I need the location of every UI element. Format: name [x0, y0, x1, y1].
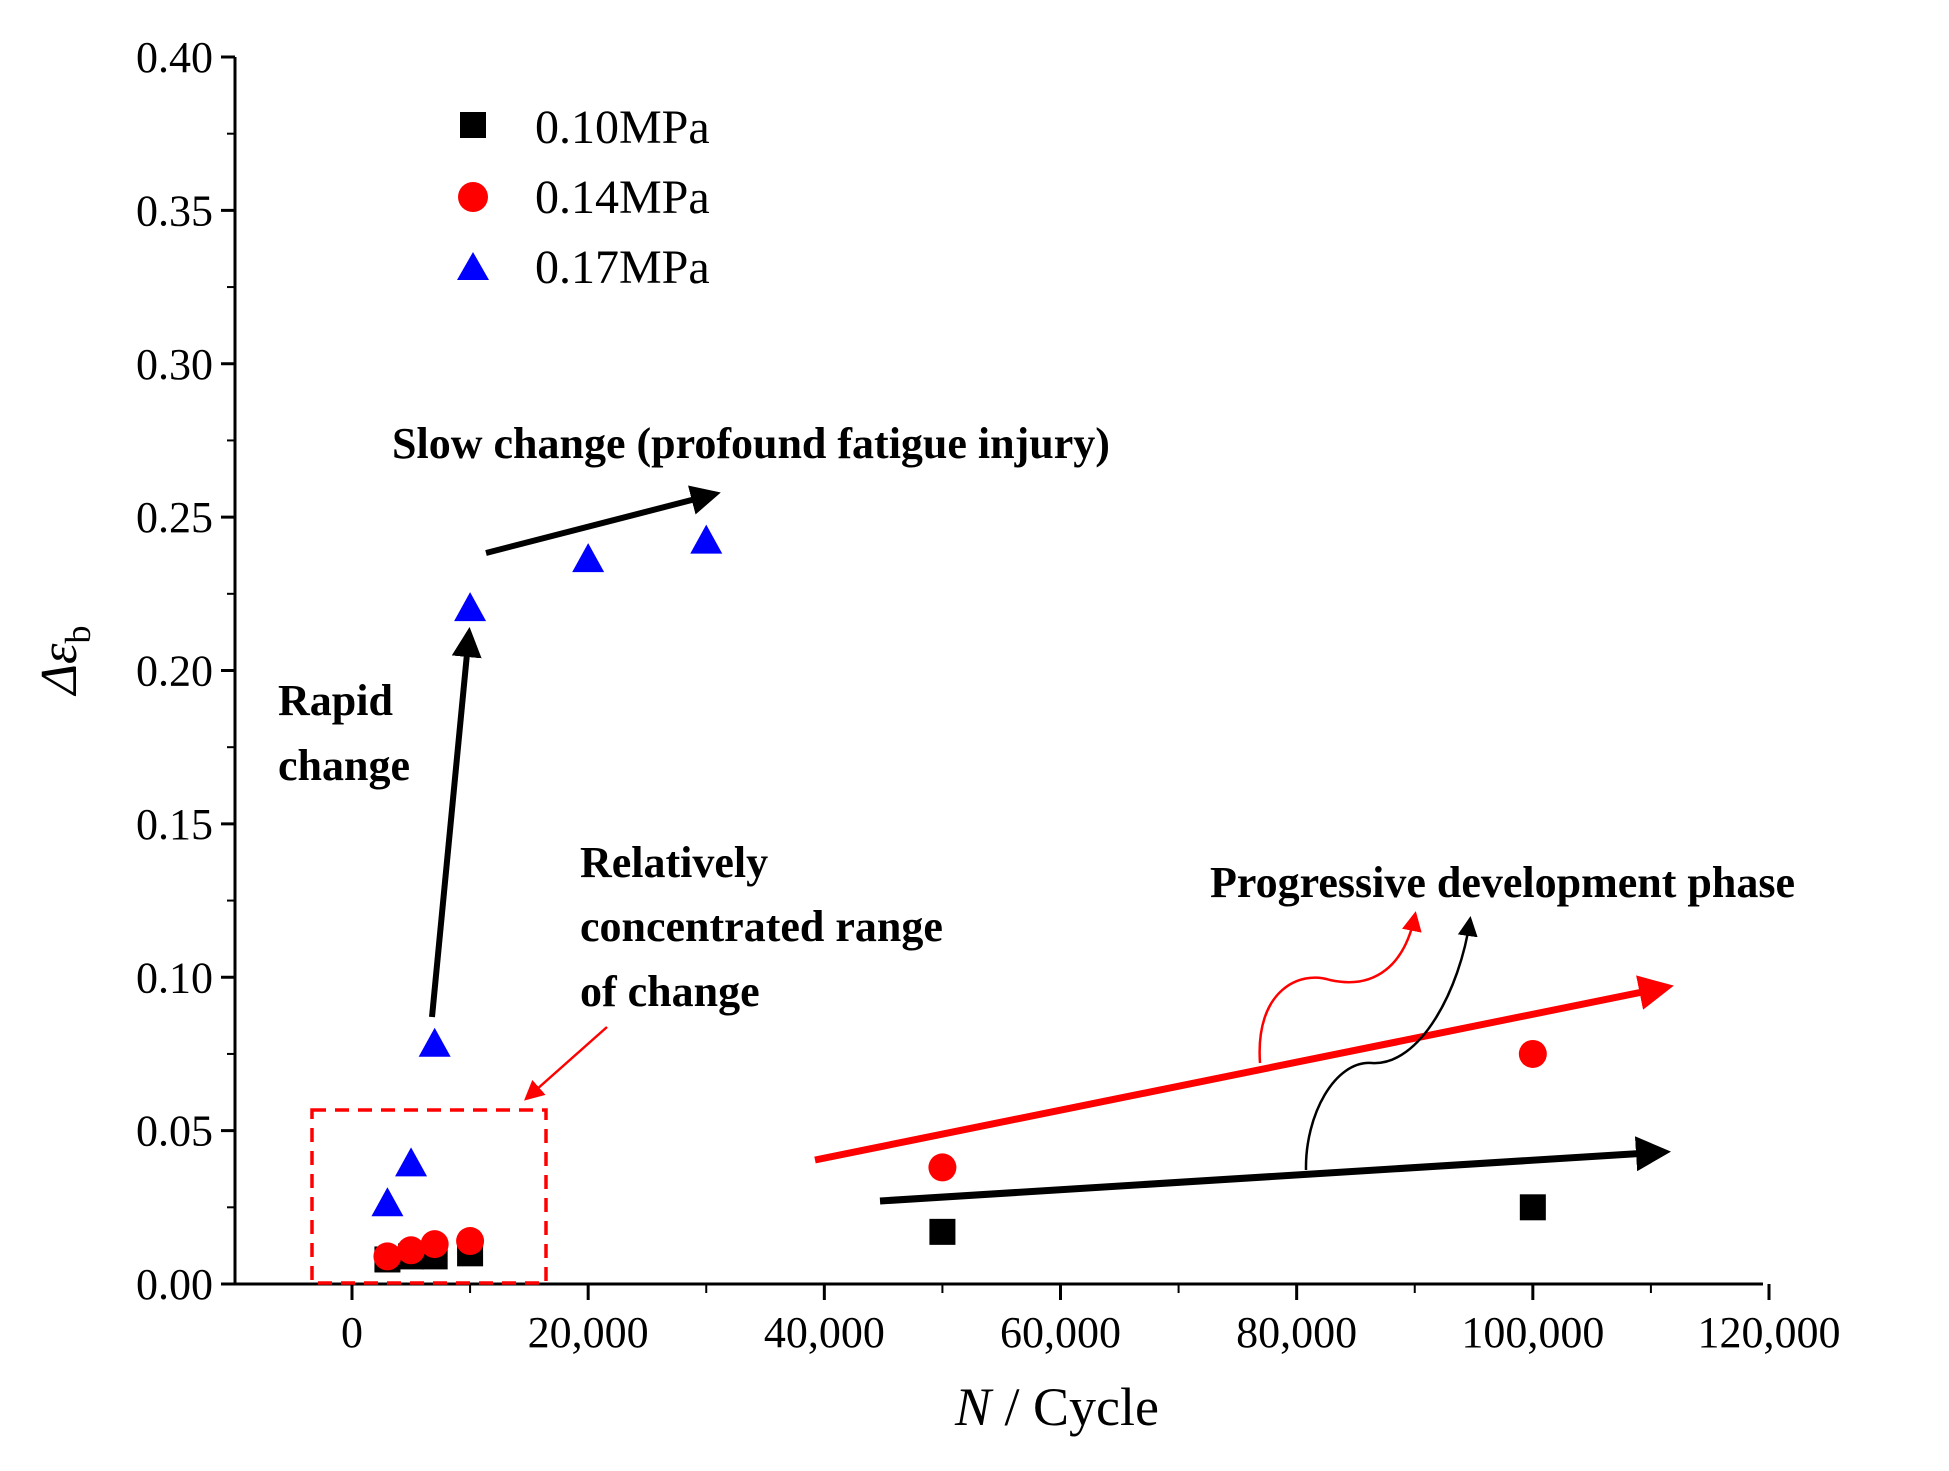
x-ticks: 0 20,000 40,000 60,000 80,000 100,000 120,000: [341, 1284, 1841, 1357]
data-point-0-14mpa-3: [456, 1227, 485, 1256]
progressive-phase-label: Progressive development phase: [1210, 858, 1795, 907]
data-point-0-14mpa-5: [1518, 1039, 1547, 1068]
y-axis-title-main: Δε: [31, 643, 88, 697]
y-tick-label: 0.40: [136, 33, 213, 82]
slow-change-arrow: [485, 485, 721, 556]
legend-marker-0-14mpa: [458, 182, 488, 212]
data-point-0-14mpa-0: [373, 1242, 402, 1271]
x-tick-label: 120,000: [1698, 1308, 1841, 1357]
y-axis-title-sub: b: [58, 625, 98, 643]
y-tick-label: 0.05: [136, 1107, 213, 1156]
data-point-0-17mpa-0: [371, 1187, 404, 1217]
data-point-0-14mpa-4: [928, 1153, 957, 1182]
y-tick-label: 0.15: [136, 800, 213, 849]
legend-marker-0-17mpa: [457, 252, 489, 280]
rapid-change-label-line1: Rapid: [278, 676, 393, 725]
black-curved-pointer: [1304, 916, 1478, 1171]
y-tick-label: 0.20: [136, 647, 213, 696]
rapid-change-arrow: [429, 627, 482, 1018]
data-points: [371, 524, 1547, 1273]
data-point-0-17mpa-3: [454, 592, 487, 622]
black-trend-arrow: [879, 1136, 1671, 1205]
legend-marker-0-10mpa: [460, 112, 486, 138]
x-tick-label: 20,000: [528, 1308, 649, 1357]
red-trend-arrow: [814, 975, 1674, 1164]
y-ticks: 0.00 0.05 0.10 0.15 0.20 0.25 0.30 0.35 0.40: [136, 33, 235, 1309]
y-tick-label: 0.35: [136, 186, 213, 235]
data-point-0-17mpa-4: [572, 543, 605, 573]
annotation-texts: Slow change (profound fatigue injury) Ra…: [278, 419, 1795, 1016]
rapid-change-label-line2: change: [278, 741, 410, 790]
svg-text:Δεb: Δεb: [31, 625, 98, 696]
legend-label-0-17mpa: 0.17MPa: [535, 241, 710, 294]
concentrated-range-box: [310, 1108, 548, 1285]
y-tick-label: 0.30: [136, 340, 213, 389]
y-tick-label: 0.10: [136, 953, 213, 1002]
legend-label-0-10mpa: 0.10MPa: [535, 101, 710, 154]
x-tick-label: 40,000: [764, 1308, 885, 1357]
concentrated-range-label-line1: Relatively: [580, 838, 768, 887]
x-tick-label: 100,000: [1461, 1308, 1604, 1357]
concentrated-range-label-line2: concentrated range: [580, 902, 943, 951]
slow-change-label: Slow change (profound fatigue injury): [392, 419, 1110, 468]
y-tick-label: 0.25: [136, 493, 213, 542]
concentrated-range-pointer: [524, 1026, 608, 1101]
data-point-0-14mpa-2: [420, 1230, 449, 1259]
x-axis-title-rest: / Cycle: [991, 1377, 1159, 1437]
x-tick-label: 60,000: [1000, 1308, 1121, 1357]
data-point-0-17mpa-1: [395, 1147, 428, 1177]
data-point-0-10mpa-5: [1519, 1194, 1546, 1221]
data-point-0-17mpa-2: [418, 1027, 451, 1057]
data-point-0-14mpa-1: [397, 1236, 426, 1265]
concentrated-range-label-line3: of change: [580, 967, 760, 1016]
legend-label-0-14mpa: 0.14MPa: [535, 171, 710, 224]
red-curved-pointer: [1258, 911, 1422, 1064]
legend: 0.10MPa 0.14MPa 0.17MPa: [457, 101, 710, 294]
x-tick-label: 0: [341, 1308, 363, 1357]
y-tick-label: 0.00: [136, 1260, 213, 1309]
y-axis-title: Δεb: [31, 625, 98, 696]
data-point-0-17mpa-5: [690, 524, 723, 554]
x-tick-label: 80,000: [1236, 1308, 1357, 1357]
annotation-arrows: [310, 485, 1674, 1285]
x-axis-title-italic: N: [954, 1377, 994, 1437]
x-axis-title: N / Cycle: [954, 1377, 1159, 1437]
data-point-0-10mpa-4: [929, 1218, 956, 1245]
